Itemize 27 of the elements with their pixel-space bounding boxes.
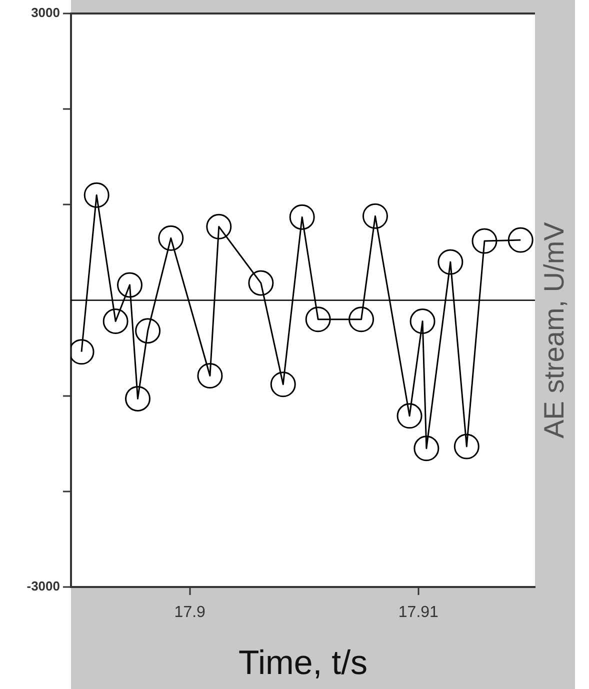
point xyxy=(438,249,464,275)
y-axis-title: AE stream, U/mV xyxy=(538,222,570,438)
point xyxy=(362,203,388,229)
point xyxy=(197,363,223,389)
x-tick-label: 17.91 xyxy=(398,604,439,622)
x-tick-label: 17.9 xyxy=(174,604,206,622)
point xyxy=(472,228,498,254)
point xyxy=(508,227,534,253)
point xyxy=(158,225,184,251)
point xyxy=(206,214,232,240)
point xyxy=(410,308,436,334)
point xyxy=(124,386,150,412)
point xyxy=(102,308,128,334)
x-axis-title: Time, t/s xyxy=(238,644,368,682)
point xyxy=(135,318,161,344)
point xyxy=(454,434,480,460)
point xyxy=(348,306,374,332)
point xyxy=(289,204,315,230)
point xyxy=(396,403,422,429)
point xyxy=(305,306,331,332)
point xyxy=(116,272,142,298)
y-tick-label: -3000 xyxy=(26,578,60,594)
y-tick-label: 3000 xyxy=(31,5,60,20)
point xyxy=(248,270,274,296)
point xyxy=(414,436,440,462)
point xyxy=(84,182,110,208)
point xyxy=(270,372,296,398)
